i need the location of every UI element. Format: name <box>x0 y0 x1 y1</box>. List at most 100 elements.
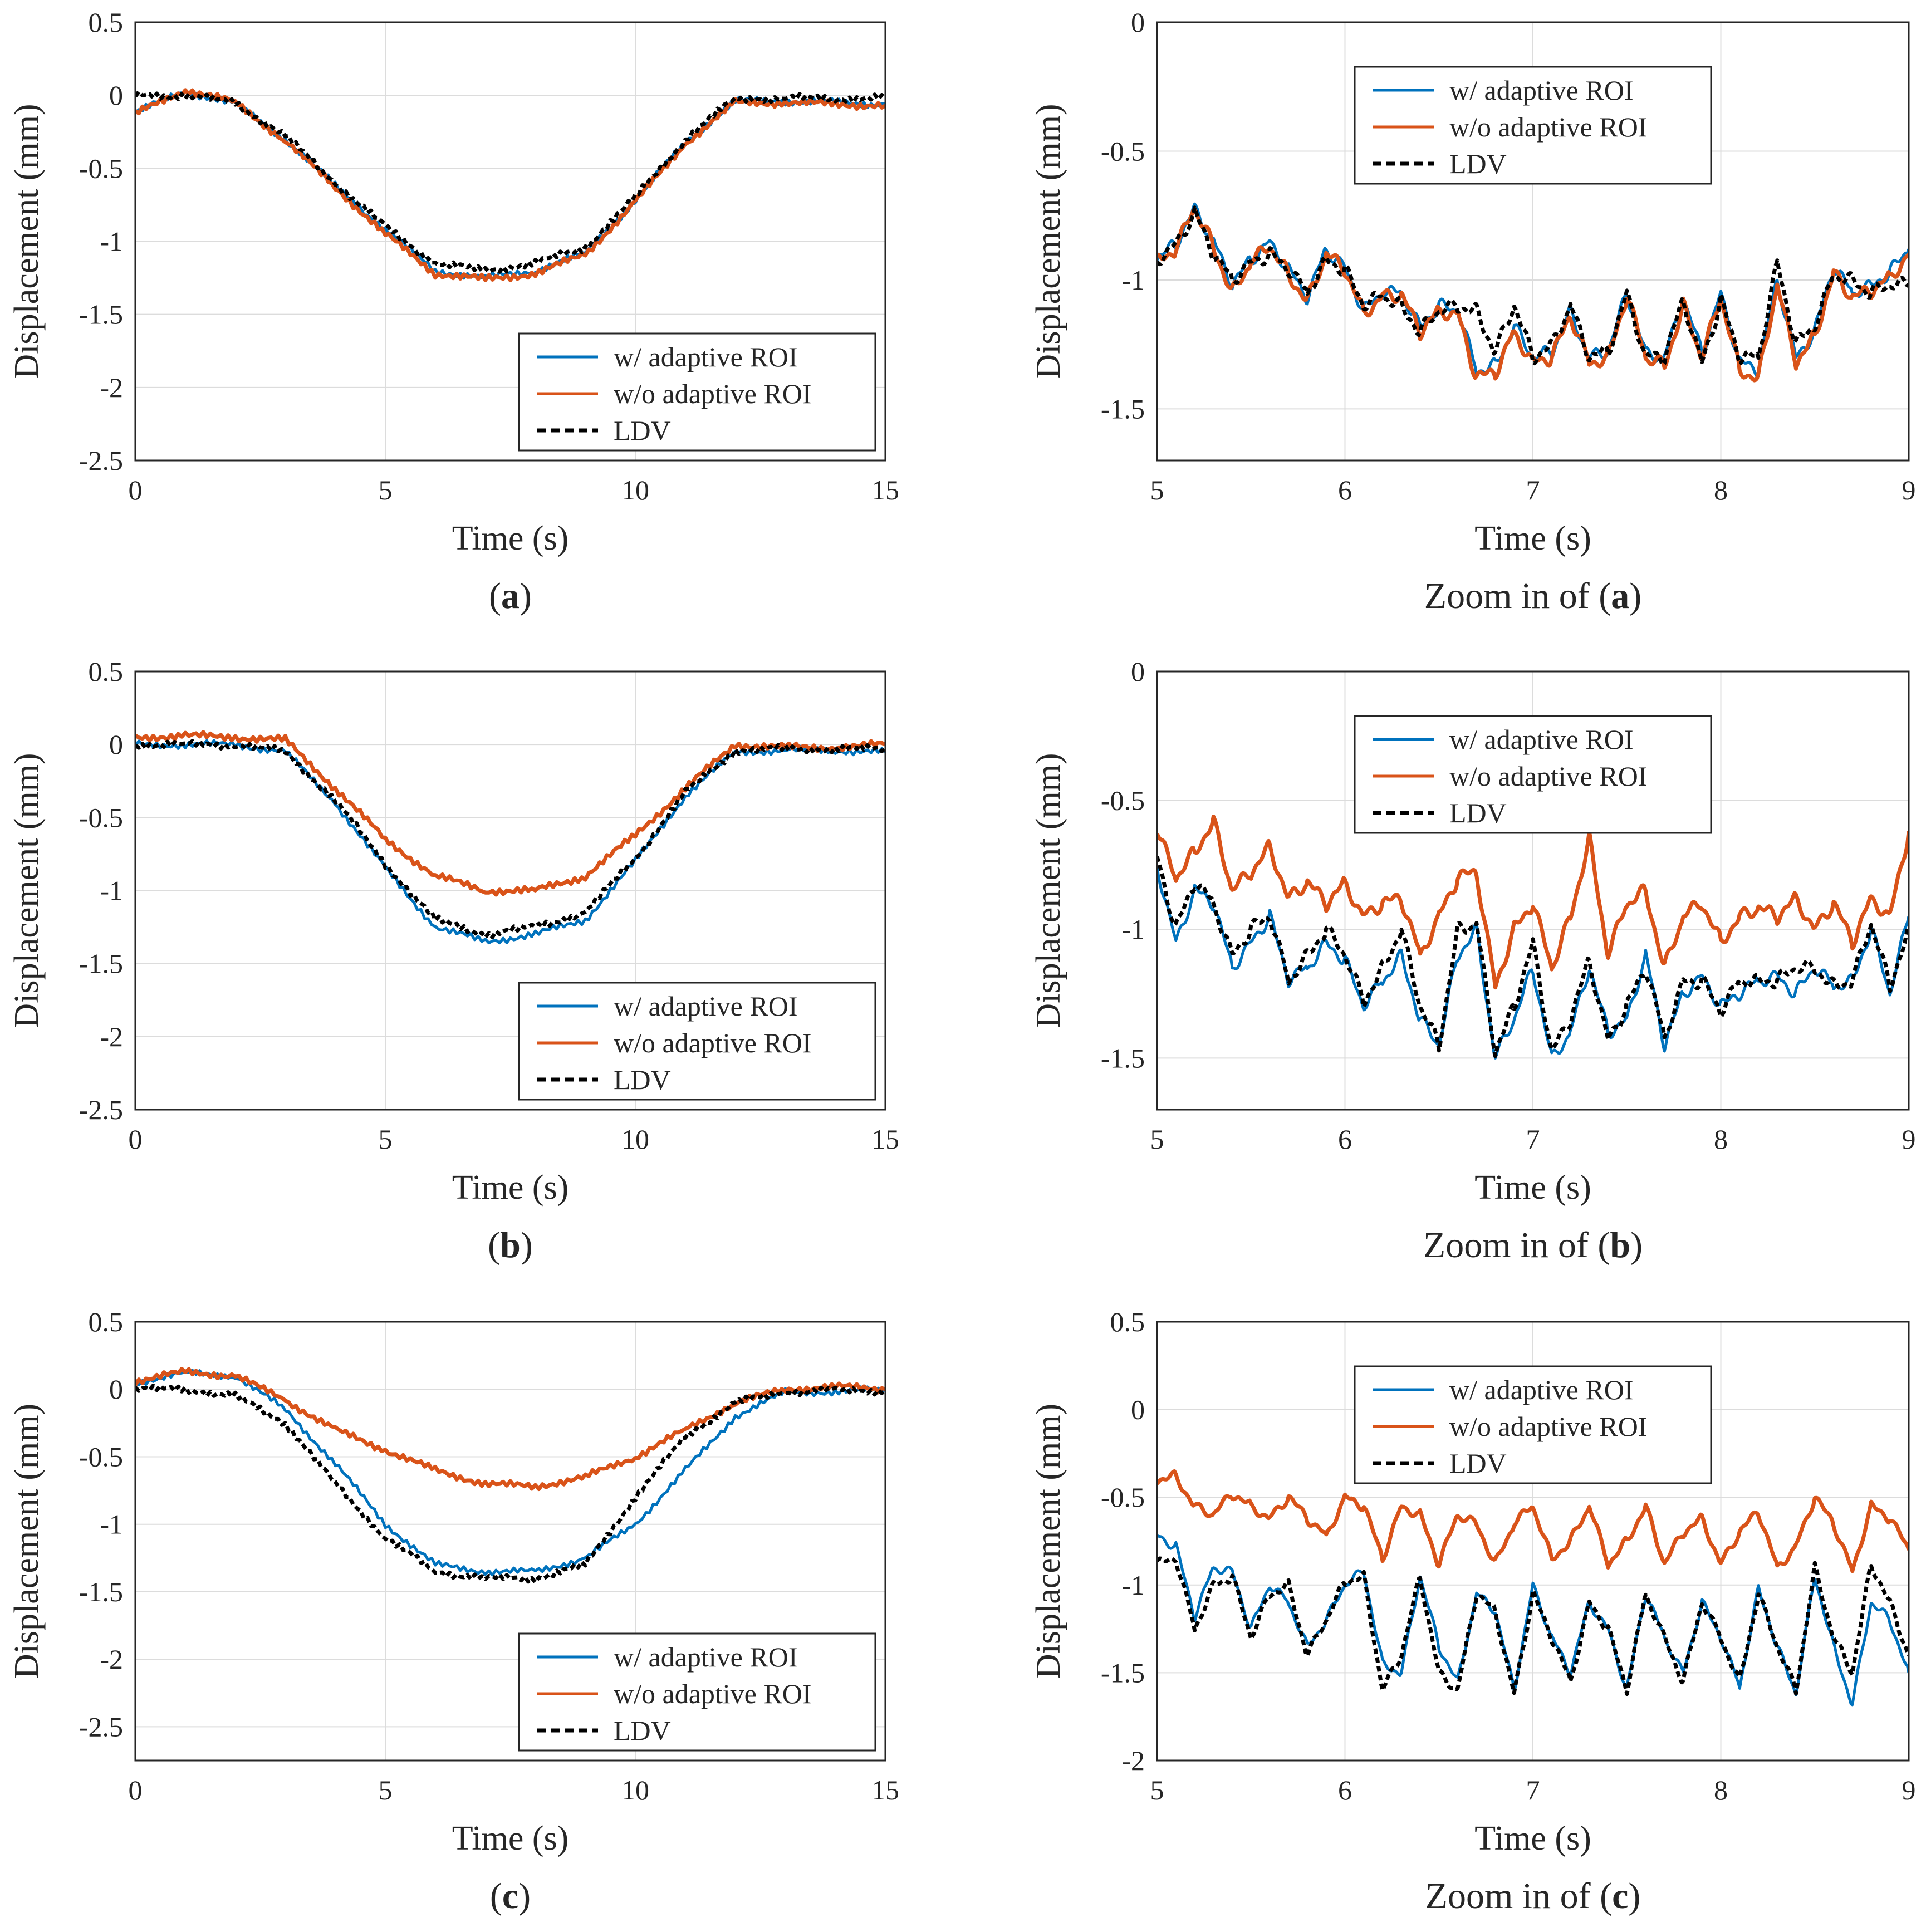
legend-label: w/o adaptive ROI <box>614 378 811 409</box>
x-axis-label: Time (s) <box>452 1169 569 1207</box>
series-line-adaptive-roi <box>1157 866 1909 1060</box>
x-tick-label: 6 <box>1338 1124 1352 1155</box>
panel-caption: (c) <box>490 1876 531 1916</box>
y-tick-label: -1.5 <box>79 1576 123 1607</box>
legend-label: w/ adaptive ROI <box>614 990 797 1022</box>
axes-box <box>134 1321 886 1762</box>
y-axis-label: Displacement (mm) <box>8 753 46 1028</box>
series-line-no-adaptive-roi <box>135 88 885 282</box>
series-line-adaptive-roi <box>135 1369 885 1577</box>
legend-label: w/o adaptive ROI <box>1449 1411 1647 1442</box>
y-tick-label: -0.5 <box>1101 135 1145 166</box>
y-tick-label: -1.5 <box>1101 393 1145 424</box>
x-tick-label: 10 <box>621 1774 649 1806</box>
x-tick-label: 5 <box>379 1774 393 1806</box>
y-tick-label: -0.5 <box>79 802 123 833</box>
x-tick-label: 9 <box>1902 1774 1916 1806</box>
y-axis-label: Displacement (mm) <box>1030 753 1067 1028</box>
legend: w/ adaptive ROI w/o adaptive ROI LDV <box>1354 66 1712 185</box>
y-tick-label: 0 <box>109 1374 123 1405</box>
x-tick-label: 5 <box>1150 474 1164 506</box>
series-line-adaptive-roi <box>135 89 885 280</box>
x-axis-label: Time (s) <box>452 519 569 557</box>
legend: w/ adaptive ROI w/o adaptive ROI LDV <box>518 332 876 452</box>
y-tick-label: 0.5 <box>89 1306 124 1337</box>
y-tick-label: 0 <box>1131 1394 1145 1425</box>
legend: w/ adaptive ROI w/o adaptive ROI LDV <box>1354 1365 1712 1484</box>
x-tick-label: 10 <box>621 474 649 506</box>
series-line-ldv <box>1157 205 1909 366</box>
y-tick-label: 0 <box>109 80 123 111</box>
y-tick-label: -1 <box>100 1509 123 1540</box>
series-line-ldv <box>135 1384 885 1585</box>
x-tick-label: 6 <box>1338 474 1352 506</box>
panel-caption: Zoom in of (c) <box>1425 1876 1641 1916</box>
y-tick-label: -1.5 <box>79 299 123 330</box>
legend-label: w/ adaptive ROI <box>1449 75 1633 106</box>
x-tick-label: 15 <box>871 1774 899 1806</box>
y-tick-label: -1 <box>100 226 123 257</box>
y-tick-label: -1 <box>1121 1570 1145 1601</box>
x-tick-label: 7 <box>1526 474 1540 506</box>
legend-label: LDV <box>1449 797 1507 828</box>
x-tick-label: 6 <box>1338 1774 1352 1806</box>
y-tick-label: -1.5 <box>79 948 123 979</box>
panel-caption: Zoom in of (b) <box>1423 1225 1643 1266</box>
legend-label: w/ adaptive ROI <box>614 1641 797 1673</box>
y-axis-label: Displacement (mm) <box>1030 1404 1067 1679</box>
chart-panel-b: 0 5 10 15 0.5 0 -0.5 -1 -1.5 -2 -2.5 Time (s) Displa… <box>8 656 899 1266</box>
legend-label: LDV <box>614 415 671 446</box>
x-tick-label: 10 <box>621 1124 649 1155</box>
y-tick-label: 0 <box>1131 7 1145 38</box>
y-tick-label: 0.5 <box>89 7 124 38</box>
y-axis-label: Displacement (mm) <box>1030 104 1067 379</box>
y-tick-label: -2 <box>1121 1745 1145 1776</box>
legend-label: LDV <box>614 1715 671 1746</box>
legend: w/ adaptive ROI w/o adaptive ROI LDV <box>518 982 876 1101</box>
y-tick-label: 0 <box>1131 656 1145 687</box>
legend-label: w/ adaptive ROI <box>1449 724 1633 755</box>
y-tick-label: -2.5 <box>79 445 123 476</box>
x-tick-label: 15 <box>871 1124 899 1155</box>
axes-box <box>134 21 886 462</box>
legend-label: w/o adaptive ROI <box>614 1678 811 1709</box>
panel-caption: (a) <box>489 576 532 616</box>
chart-panel-a: 0 5 10 15 0.5 0 -0.5 -1 -1.5 -2 -2.5 Time (s) Displa… <box>8 7 899 616</box>
series-line-ldv <box>135 739 885 940</box>
x-tick-label: 0 <box>129 1774 143 1806</box>
series-line-adaptive-roi <box>135 739 885 945</box>
series-line-ldv <box>1157 1556 1909 1696</box>
x-tick-label: 0 <box>129 1124 143 1155</box>
axes-box <box>134 670 886 1111</box>
y-tick-label: -1.5 <box>1101 1042 1145 1073</box>
legend-label: w/ adaptive ROI <box>1449 1374 1633 1405</box>
x-tick-label: 5 <box>379 1124 393 1155</box>
chart-panel-a-zoom: 5 6 7 8 9 0 -0.5 -1 -1.5 Time (s) Displacement (mm… <box>1030 7 1916 616</box>
axes-box <box>1156 670 1910 1111</box>
axes-box <box>1156 21 1910 462</box>
legend-label: LDV <box>1449 1448 1507 1479</box>
series-line-no-adaptive-roi <box>135 730 885 897</box>
x-tick-label: 7 <box>1526 1774 1540 1806</box>
chart-panel-b-zoom: 5 6 7 8 9 0 -0.5 -1 -1.5 Time (s) Displacement (mm… <box>1030 656 1916 1266</box>
y-tick-label: -0.5 <box>1101 784 1145 816</box>
series-line-no-adaptive-roi <box>1157 815 1909 990</box>
legend-label: w/o adaptive ROI <box>1449 111 1647 143</box>
y-tick-label: 0 <box>109 729 123 760</box>
x-axis-label: Time (s) <box>1474 519 1591 557</box>
x-tick-label: 9 <box>1902 474 1916 506</box>
series-line-ldv <box>135 90 885 274</box>
x-axis-label: Time (s) <box>1474 1820 1591 1857</box>
y-tick-label: 0.5 <box>89 656 124 687</box>
y-axis-label: Displacement (mm) <box>8 104 46 379</box>
legend-label: w/ adaptive ROI <box>614 341 797 372</box>
x-tick-label: 8 <box>1714 474 1728 506</box>
x-tick-label: 8 <box>1714 1774 1728 1806</box>
y-tick-label: -2.5 <box>79 1094 123 1125</box>
axes-box <box>1156 1321 1910 1762</box>
y-tick-label: -1 <box>100 875 123 906</box>
legend: w/ adaptive ROI w/o adaptive ROI LDV <box>518 1632 876 1752</box>
legend-label: w/o adaptive ROI <box>1449 761 1647 792</box>
y-tick-label: -2.5 <box>79 1711 123 1742</box>
